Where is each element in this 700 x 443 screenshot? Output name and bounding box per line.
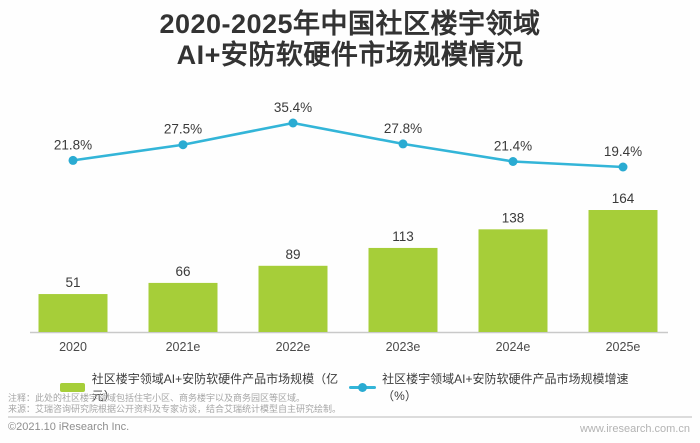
bar-2025e — [588, 210, 658, 332]
bar-value-2021e: 66 — [175, 264, 190, 279]
growth-point-2024e — [508, 157, 518, 166]
legend-line-label: 社区楼宇领域AI+安防软硬件产品市场规模增速（%） — [382, 372, 629, 403]
growth-label-2021e: 27.5% — [164, 122, 202, 137]
x-tick-2021e: 2021e — [166, 340, 201, 354]
bar-2021e — [148, 282, 218, 332]
bar-value-2024e: 138 — [502, 210, 525, 225]
growth-point-2020 — [68, 155, 78, 165]
copyright-text: ©2021.10 iResearch Inc. — [8, 421, 130, 433]
footnotes: 注释：此处的社区楼宇领域包括住宅小区、商务楼宇以及商务园区等区域。 来源：艾瑞咨… — [8, 393, 648, 415]
legend-item-growth-rate: 社区楼宇领域AI+安防软硬件产品市场规模增速（%） — [349, 370, 650, 404]
bar-value-2025e: 164 — [612, 191, 635, 206]
x-tick-2025e: 2025e — [606, 340, 641, 354]
growth-label-2025e: 19.4% — [604, 144, 642, 159]
chart-title-line2: AI+安防软硬件市场规模情况 — [176, 40, 524, 70]
x-tick-2023e: 2023e — [386, 340, 421, 354]
legend-item-market-size: 社区楼宇领域AI+安防软硬件产品市场规模（亿元） — [60, 370, 349, 404]
bar-value-2020: 51 — [65, 275, 80, 290]
bar-2023e — [368, 247, 438, 332]
bar-2022e — [258, 265, 328, 332]
x-tick-2020: 2020 — [59, 340, 87, 354]
bar-value-2023e: 113 — [392, 229, 414, 244]
footnote-note: 注释：此处的社区楼宇领域包括住宅小区、商务楼宇以及商务园区等区域。 — [8, 393, 306, 403]
growth-point-2021e — [178, 140, 188, 150]
footer-divider — [8, 416, 692, 418]
legend-bar-label: 社区楼宇领域AI+安防软硬件产品市场规模（亿元） — [91, 372, 339, 403]
growth-point-2025e — [618, 162, 628, 172]
website-text: www.iresearch.com.cn — [579, 423, 690, 435]
growth-label-2023e: 27.8% — [384, 121, 422, 136]
growth-label-2024e: 21.4% — [494, 139, 532, 154]
legend: 社区楼宇领域AI+安防软硬件产品市场规模（亿元） 社区楼宇领域AI+安防软硬件产… — [0, 370, 700, 404]
growth-label-2022e: 35.4% — [274, 100, 312, 115]
chart-title: 2020-2025年中国社区楼宇领域 AI+安防软硬件市场规模情况 — [0, 9, 700, 71]
bar-series-swatch-icon — [60, 382, 85, 392]
bar-2024e — [478, 229, 548, 332]
growth-point-2023e — [398, 139, 408, 149]
x-tick-2022e: 2022e — [276, 340, 311, 354]
growth-point-2022e — [288, 118, 298, 128]
footnote-source: 来源：艾瑞咨询研究院根据公开资料及专家访谈，结合艾瑞统计模型自主研究绘制。 — [8, 404, 342, 414]
growth-line — [71, 121, 625, 169]
line-series-marker-icon — [349, 382, 377, 392]
x-tick-2024e: 2024e — [496, 340, 531, 354]
bar-2020 — [38, 294, 108, 332]
bar-value-2022e: 89 — [285, 247, 300, 262]
growth-label-2020: 21.8% — [54, 137, 92, 152]
chart-title-line1: 2020-2025年中国社区楼宇领域 — [159, 9, 541, 39]
